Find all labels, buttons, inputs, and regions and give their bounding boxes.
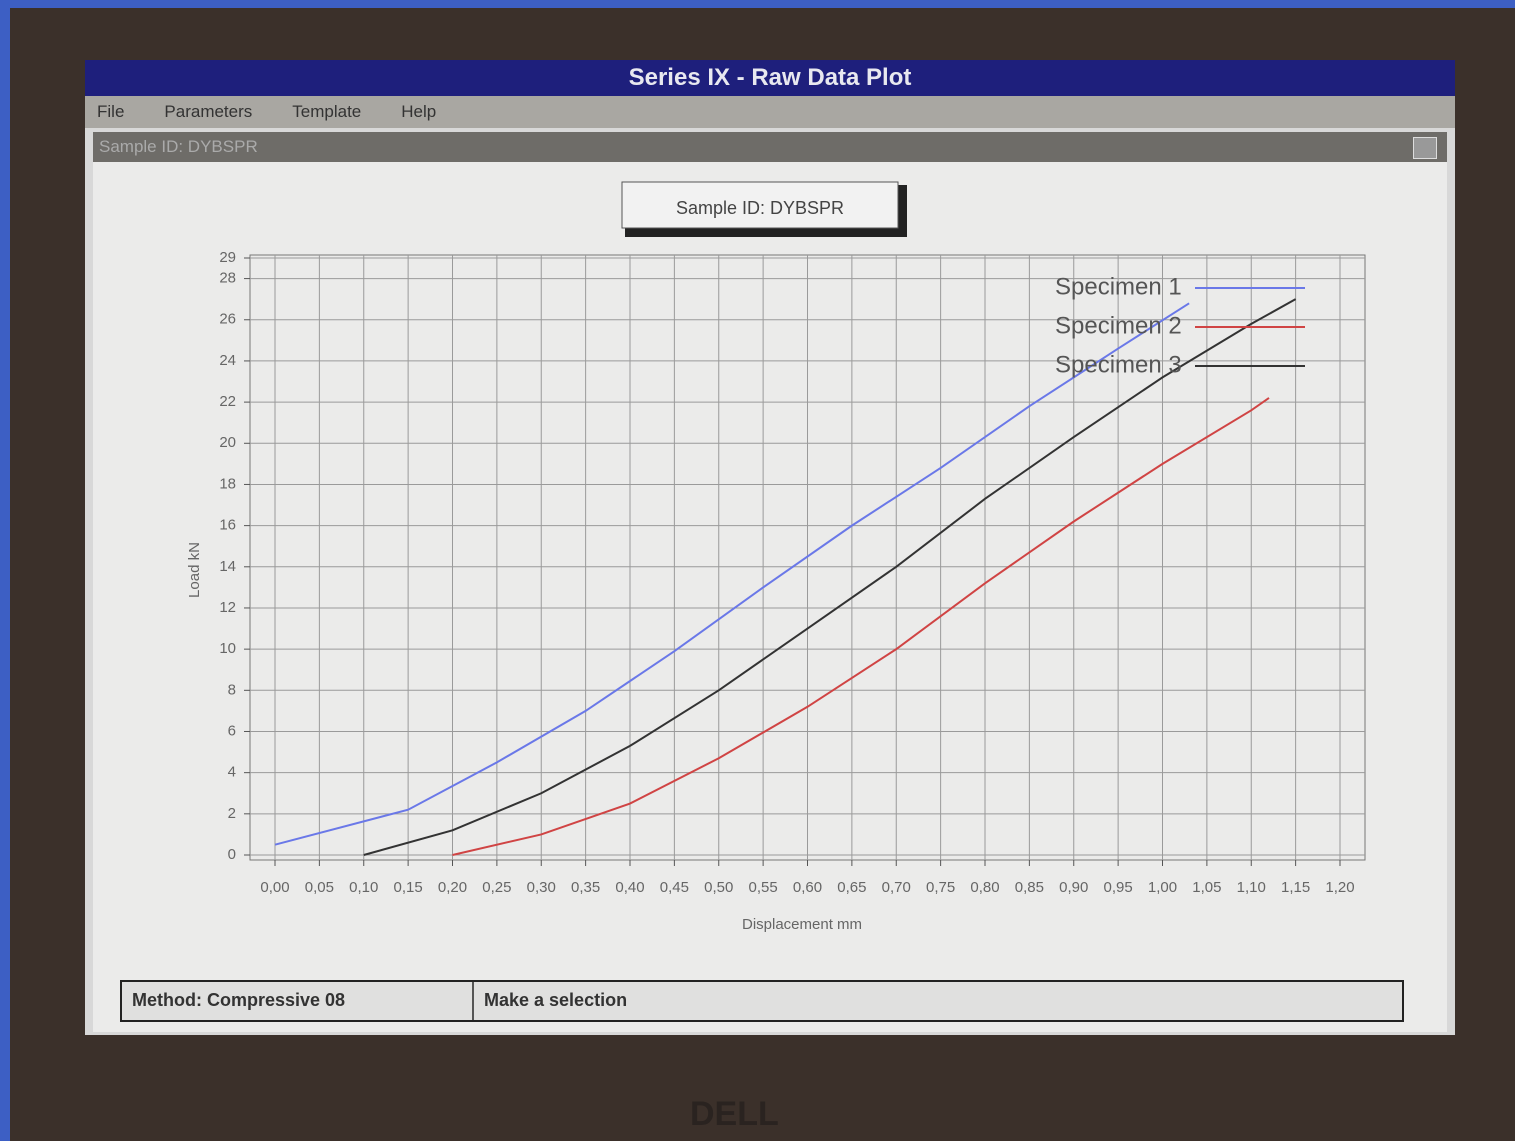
- legend-label: Specimen 1: [1055, 273, 1182, 300]
- y-tick-label: 29: [219, 249, 236, 266]
- data-line: [364, 299, 1296, 855]
- x-tick-label: 0,65: [837, 879, 866, 896]
- x-tick-label: 0,45: [660, 879, 689, 896]
- x-tick-label: 1,00: [1148, 879, 1177, 896]
- y-tick-label: 24: [219, 352, 236, 369]
- x-tick-label: 0,75: [926, 879, 955, 896]
- y-tick-label: 8: [228, 681, 236, 698]
- x-tick-label: 0,20: [438, 879, 467, 896]
- y-tick-label: 6: [228, 722, 236, 739]
- x-tick-label: 1,15: [1281, 879, 1310, 896]
- x-tick-label: 0,30: [527, 879, 556, 896]
- x-tick-label: 0,95: [1104, 879, 1133, 896]
- y-tick-label: 14: [219, 558, 236, 575]
- x-tick-label: 0,05: [305, 879, 334, 896]
- y-tick-label: 2: [228, 805, 236, 822]
- chart: Sample ID: DYBSPR Displacement mm Load k…: [0, 0, 1515, 1141]
- y-tick-label: 10: [219, 640, 236, 657]
- x-tick-label: 0,10: [349, 879, 378, 896]
- x-tick-label: 0,90: [1059, 879, 1088, 896]
- x-tick-label: 0,40: [615, 879, 644, 896]
- x-tick-label: 0,15: [394, 879, 423, 896]
- x-tick-label: 0,60: [793, 879, 822, 896]
- legend-label: Specimen 2: [1055, 312, 1182, 339]
- x-tick-label: 0,25: [482, 879, 511, 896]
- y-tick-label: 28: [219, 270, 236, 287]
- y-tick-label: 12: [219, 599, 236, 616]
- y-tick-label: 18: [219, 475, 236, 492]
- data-line: [453, 398, 1270, 855]
- x-tick-label: 1,10: [1237, 879, 1266, 896]
- data-line: [275, 303, 1189, 844]
- x-tick-label: 0,35: [571, 879, 600, 896]
- x-tick-label: 0,80: [970, 879, 999, 896]
- x-tick-label: 1,20: [1325, 879, 1354, 896]
- y-tick-label: 22: [219, 393, 236, 410]
- y-tick-label: 20: [219, 434, 236, 451]
- y-tick-label: 16: [219, 517, 236, 534]
- chart-title: Sample ID: DYBSPR: [676, 198, 844, 218]
- y-axis-label: Load kN: [186, 542, 203, 598]
- x-tick-label: 1,05: [1192, 879, 1221, 896]
- x-tick-label: 0,55: [749, 879, 778, 896]
- legend-label: Specimen 3: [1055, 351, 1182, 378]
- x-tick-label: 0,70: [882, 879, 911, 896]
- x-tick-label: 0,00: [260, 879, 289, 896]
- x-tick-label: 0,85: [1015, 879, 1044, 896]
- x-axis-label: Displacement mm: [742, 916, 862, 933]
- page: DELL Series IX - Raw Data Plot File Para…: [0, 0, 1515, 1141]
- y-tick-label: 26: [219, 311, 236, 328]
- y-tick-label: 4: [228, 764, 236, 781]
- x-tick-label: 0,50: [704, 879, 733, 896]
- y-tick-label: 0: [228, 846, 236, 863]
